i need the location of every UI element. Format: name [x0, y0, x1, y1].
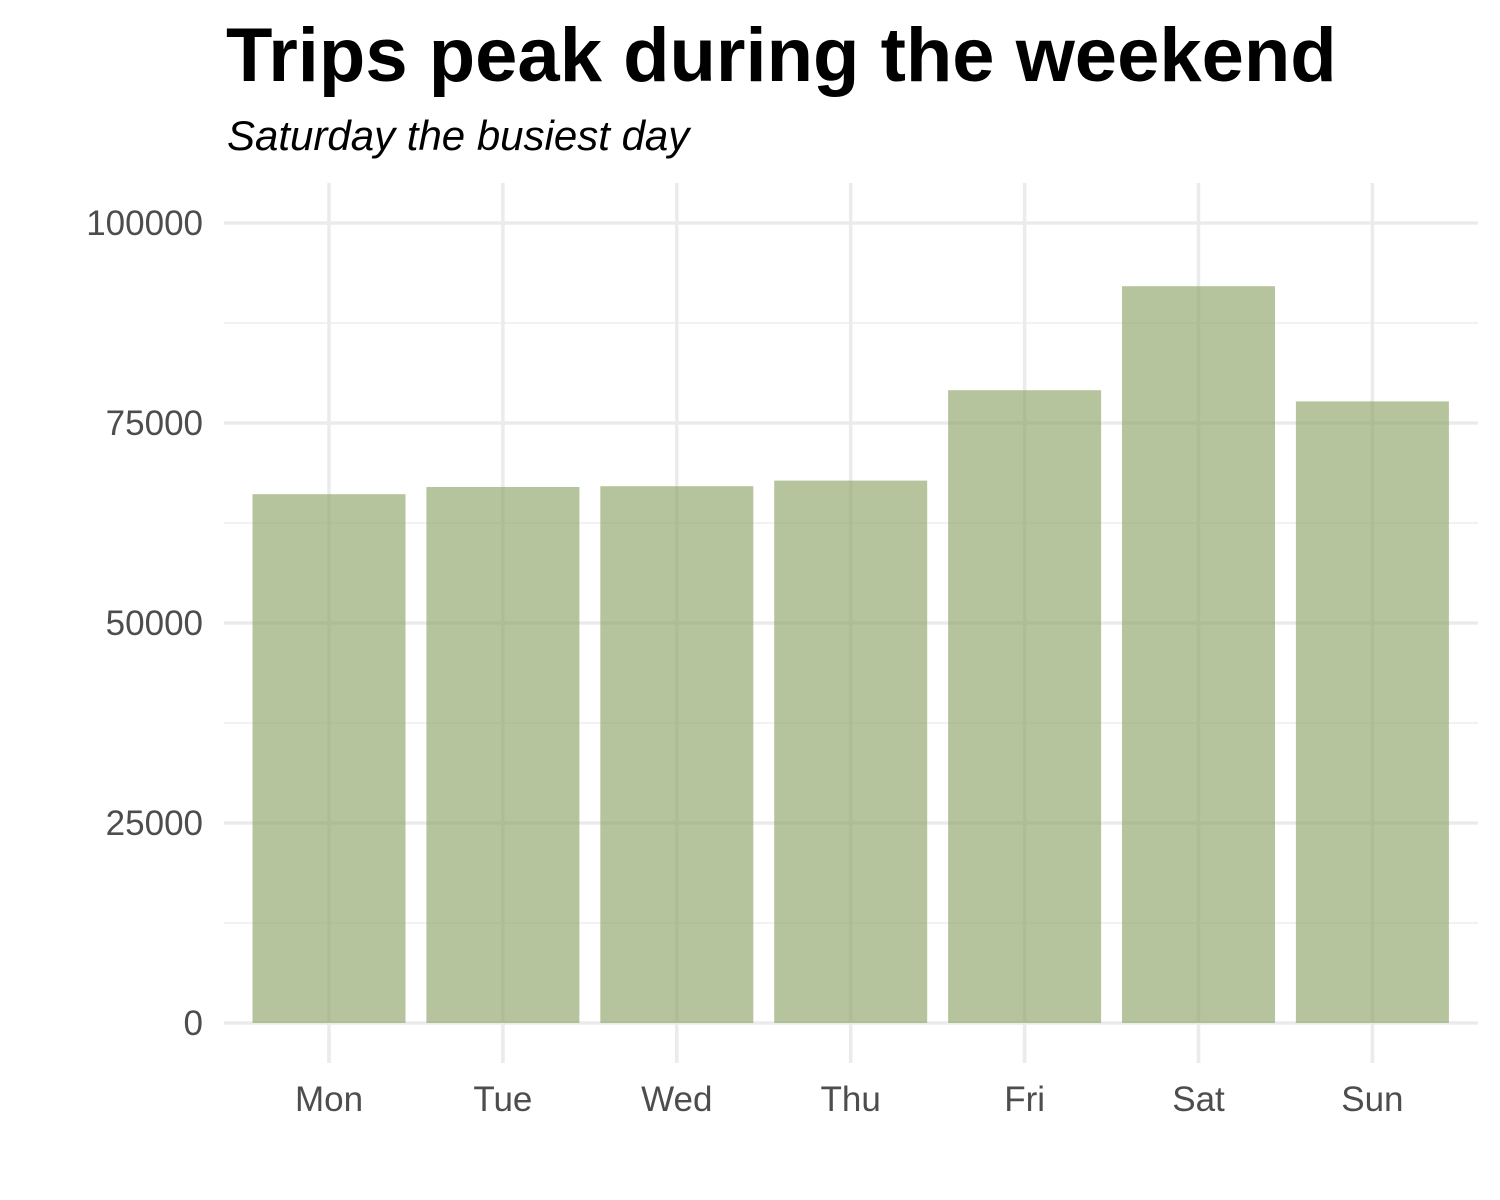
- x-tick-label: Sat: [1172, 1080, 1225, 1119]
- y-axis-tick-labels: 0 25000 50000 75000 100000: [86, 204, 203, 1043]
- bar-wed: [600, 486, 754, 1023]
- x-tick-label: Fri: [1004, 1080, 1045, 1119]
- x-tick-label: Thu: [821, 1080, 881, 1119]
- x-tick-label: Wed: [641, 1080, 712, 1119]
- bar-tue: [426, 487, 580, 1023]
- x-tick-label: Mon: [295, 1080, 363, 1119]
- y-tick-label: 75000: [106, 404, 203, 443]
- bar-sat: [1122, 286, 1275, 1023]
- y-tick-label: 100000: [86, 204, 203, 243]
- bars: [252, 286, 1449, 1024]
- chart-subtitle: Saturday the busiest day: [227, 112, 690, 159]
- bar-thu: [774, 480, 928, 1024]
- bar-mon: [252, 494, 406, 1023]
- y-tick-label: 25000: [106, 804, 203, 843]
- x-axis-tick-labels: Mon Tue Wed Thu Fri Sat Sun: [295, 1080, 1404, 1119]
- y-tick-label: 50000: [106, 604, 203, 643]
- axis-ticks: [327, 1033, 1375, 1063]
- y-tick-label: 0: [184, 1004, 203, 1043]
- x-tick-label: Sun: [1341, 1080, 1403, 1119]
- chart-title: Trips peak during the weekend: [226, 13, 1337, 98]
- bar-sun: [1295, 401, 1449, 1023]
- bar-fri: [948, 390, 1102, 1023]
- x-tick-label: Tue: [473, 1080, 532, 1119]
